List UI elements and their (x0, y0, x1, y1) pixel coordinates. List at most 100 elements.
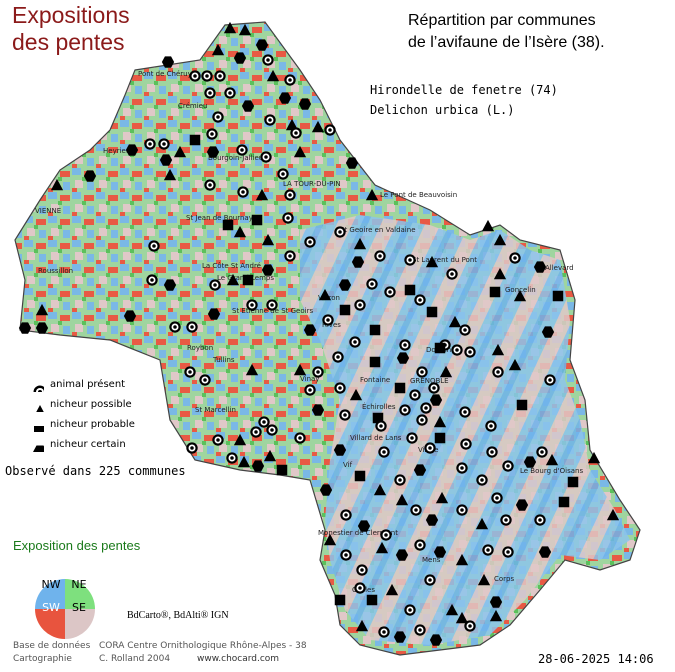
present-marker (349, 336, 361, 348)
present-marker (482, 544, 494, 556)
town-label: Vif (343, 461, 353, 469)
town-label: Roybon (187, 344, 213, 352)
present-marker (476, 474, 488, 486)
town-label: Monestier de Clermont (318, 529, 398, 537)
probable-marker (558, 496, 570, 508)
town-label: Le Bourg d'Oisans (520, 467, 583, 475)
present-marker (224, 87, 236, 99)
present-marker (509, 252, 521, 264)
present-marker (378, 626, 390, 638)
probable-marker (567, 476, 579, 488)
town-label: St Jean de Bournay (186, 214, 253, 222)
town-label: Échirolles (362, 402, 396, 411)
present-marker (394, 474, 406, 486)
present-marker (428, 382, 440, 394)
present-marker (544, 374, 556, 386)
possible-icon (20, 396, 44, 412)
present-marker (236, 144, 248, 156)
present-marker (237, 186, 249, 198)
species-common-name: Hirondelle de fenetre (74) (370, 83, 558, 97)
town-label: Corps (494, 575, 514, 583)
present-marker (204, 87, 216, 99)
probable-marker (189, 134, 201, 146)
probable-marker (251, 214, 263, 226)
species-latin-name: Delichon urbica (L.) (370, 103, 515, 117)
present-marker (322, 314, 334, 326)
present-marker (212, 111, 224, 123)
present-marker (284, 250, 296, 262)
town-label: Crémieu (178, 102, 207, 110)
subtitle-line-1: Répartition par communes (408, 12, 596, 29)
credits-carto-row: Cartographie C. Rolland 2004 www.chocard.c… (13, 653, 307, 666)
legend-label-certain: nicheur certain (50, 438, 126, 450)
present-marker (340, 549, 352, 561)
present-marker (354, 582, 366, 594)
present-marker (184, 366, 196, 378)
legend-row-present: animal présent (20, 374, 135, 394)
present-marker (380, 529, 392, 541)
present-marker (339, 409, 351, 421)
probable-marker (552, 290, 564, 302)
credits-db-label: Base de données (13, 641, 91, 651)
present-marker (416, 366, 428, 378)
map-title: Expositions des pentes (12, 2, 130, 56)
present-marker (262, 54, 274, 66)
present-marker (277, 168, 289, 180)
present-marker (424, 442, 436, 454)
present-marker (266, 424, 278, 436)
expo-rose: NW NE SW SE (35, 578, 95, 639)
present-marker (491, 492, 503, 504)
present-marker (201, 70, 213, 82)
possible-marker (481, 219, 495, 232)
present-marker (214, 70, 226, 82)
town-label: Fontaine (360, 376, 390, 384)
rose-sw (35, 609, 65, 639)
legend-row-certain: nicheur certain (20, 434, 135, 454)
present-marker (410, 504, 422, 516)
present-marker (260, 151, 272, 163)
probable-marker (334, 594, 346, 606)
legend-label-probable: nicheur probable (50, 418, 135, 430)
town-label: Rives (322, 321, 341, 329)
present-marker (206, 128, 218, 140)
present-marker (186, 321, 198, 333)
present-marker (414, 539, 426, 551)
town-label: Mens (422, 556, 441, 564)
present-marker (464, 346, 476, 358)
present-marker (304, 236, 316, 248)
present-marker (226, 452, 238, 464)
probable-icon (20, 416, 44, 432)
present-marker (282, 212, 294, 224)
present-marker (492, 366, 504, 378)
present-marker (399, 404, 411, 416)
rose-label-ne: NE (71, 578, 86, 591)
present-marker (246, 299, 258, 311)
present-marker (304, 384, 316, 396)
town-label: Heyrieux (103, 147, 134, 155)
town-label: Bourgoin-Jallieu (208, 154, 263, 162)
present-marker (456, 504, 468, 516)
present-marker (414, 294, 426, 306)
probable-marker (339, 304, 351, 316)
present-marker (485, 420, 497, 432)
present-marker (250, 426, 262, 438)
generation-date: 28-06-2025 14:06 (538, 652, 654, 666)
probable-marker (366, 594, 378, 606)
probable-marker (369, 356, 381, 368)
present-marker (334, 382, 346, 394)
present-marker (416, 414, 428, 426)
present-marker (446, 268, 458, 280)
present-marker (324, 124, 336, 136)
present-marker (148, 240, 160, 252)
probable-marker (426, 306, 438, 318)
town-label: Pont de Chéruy (138, 70, 192, 78)
present-marker (212, 434, 224, 446)
credits-website: www.chocard.com (197, 654, 280, 664)
present-marker (502, 460, 514, 472)
certain-icon (20, 436, 44, 452)
probable-marker (404, 284, 416, 296)
title-line-2: des pentes (12, 29, 125, 55)
credits-db-row: Base de données CORA Centre Ornithologiqu… (13, 640, 307, 653)
legend: animal présent nicheur possible nicheur … (20, 374, 135, 454)
data-source: BdCarto®, BdAlti® IGN (127, 610, 229, 621)
